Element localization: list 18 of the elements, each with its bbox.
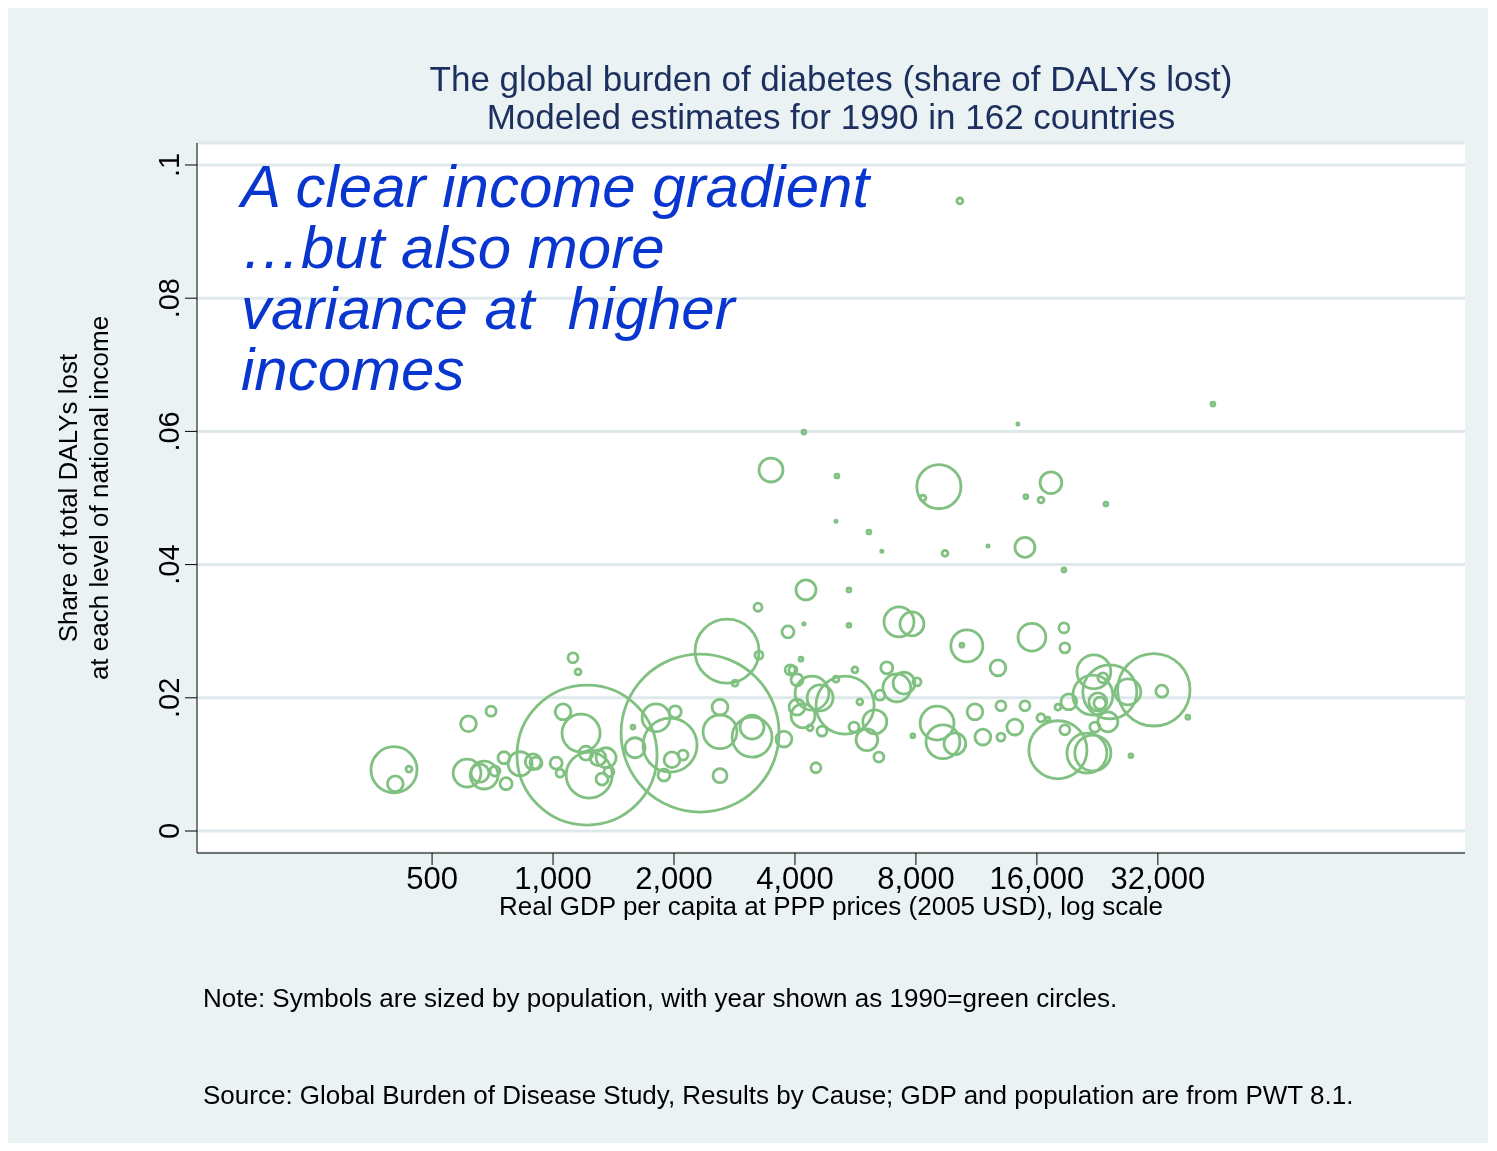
y-tick-label: 0 bbox=[153, 822, 185, 840]
y-tick-label: .02 bbox=[153, 677, 185, 718]
chart-title: The global burden of diabetes (share of DALYs lost) bbox=[428, 59, 1234, 98]
x-tick-label: 32,000 bbox=[1110, 861, 1206, 897]
x-tick-label: 500 bbox=[406, 861, 458, 897]
y-tick-label: .1 bbox=[153, 152, 185, 178]
y-tick-label: .08 bbox=[153, 278, 185, 319]
source-note: Source: Global Burden of Disease Study, Results by Cause; GDP and population are from PWT 8.1. bbox=[203, 1080, 1354, 1111]
chart-subtitle: Modeled estimates for 1990 in 162 countries bbox=[485, 97, 1176, 136]
x-tick-label: 1,000 bbox=[514, 861, 592, 897]
y-tick-label: .06 bbox=[153, 411, 185, 452]
x-tick-label: 16,000 bbox=[989, 861, 1085, 897]
y-axis-title: Share of total DALYs lost at each level of national income bbox=[53, 315, 114, 681]
x-tick-label: 4,000 bbox=[756, 861, 834, 897]
y-tick-label: .04 bbox=[153, 544, 185, 585]
text: Note: Symbols are sized by population, with year shown as 1990=green circles. bbox=[203, 983, 1118, 1014]
x-tick-label: 8,000 bbox=[877, 861, 955, 897]
x-tick-label: 2,000 bbox=[635, 861, 713, 897]
